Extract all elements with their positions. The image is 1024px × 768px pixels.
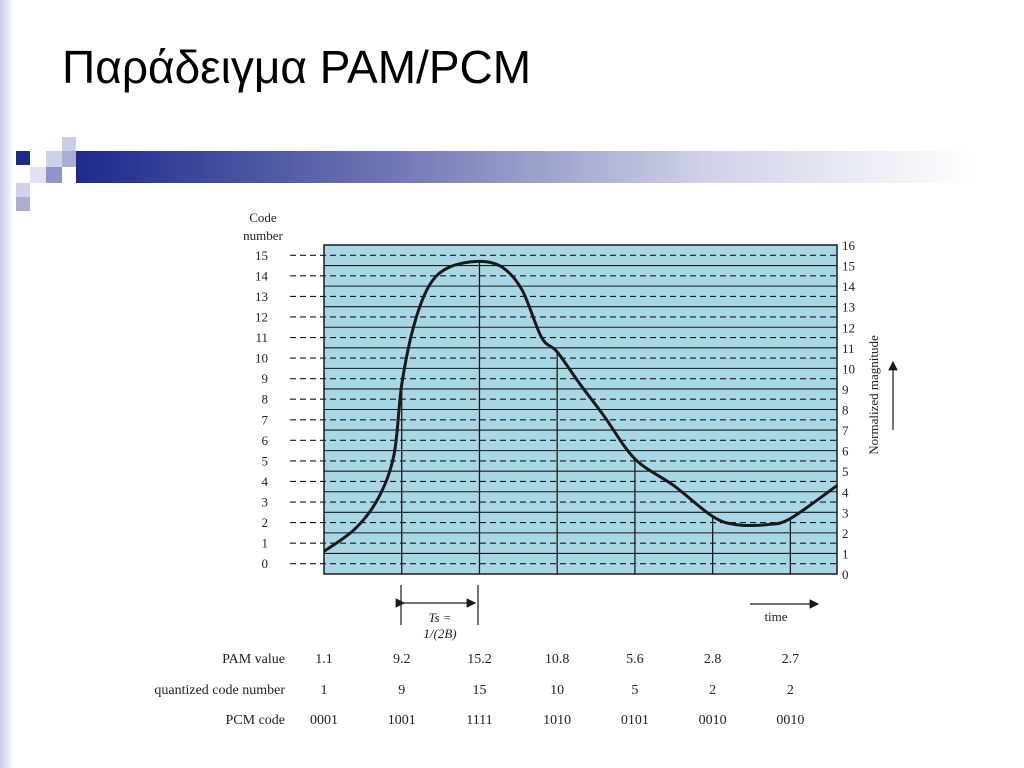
pam-value-cell: 9.2: [393, 652, 411, 667]
right-tick-label: 6: [842, 444, 849, 459]
right-tick-label: 3: [842, 505, 849, 520]
grid-lines: [290, 254, 837, 565]
code-number-cell: 9: [398, 683, 405, 698]
left-tick-label: 7: [262, 412, 269, 427]
right-tick-label: 2: [842, 526, 849, 541]
right-tick-label: 15: [842, 259, 855, 274]
pcm-code-cell: 1111: [466, 713, 492, 728]
left-tick-label: 9: [262, 371, 269, 386]
right-tick-label: 13: [842, 300, 855, 315]
left-tick-label: 5: [262, 453, 269, 468]
pcm-code-cell: 0010: [699, 713, 727, 728]
left-tick-label: 2: [262, 515, 269, 530]
left-decor-strip: [0, 0, 14, 768]
right-tick-label: 8: [842, 403, 849, 418]
pam-value-cell: 2.7: [782, 652, 800, 667]
pcm-code-cell: 0101: [621, 713, 649, 728]
left-tick-label: 13: [255, 289, 268, 304]
right-tick-label: 4: [842, 485, 849, 500]
table-row-label-pam: PAM value: [222, 652, 285, 667]
right-tick-label: 7: [842, 423, 849, 438]
deco-square: [46, 151, 62, 167]
pam-value-cell: 10.8: [545, 652, 570, 667]
left-axis-title-line2: number: [243, 228, 283, 243]
deco-square: [16, 183, 30, 197]
right-tick-label: 0: [842, 567, 849, 582]
pam-value-cell: 1.1: [315, 652, 333, 667]
deco-square: [16, 197, 30, 211]
left-tick-label: 12: [255, 309, 268, 324]
deco-square: [62, 137, 76, 151]
pcm-code-cell: 1010: [543, 713, 571, 728]
code-number-cell: 2: [787, 683, 794, 698]
left-tick-label: 10: [255, 351, 268, 366]
code-number-cell: 10: [550, 683, 564, 698]
right-tick-label: 14: [842, 279, 856, 294]
left-tick-label: 6: [262, 433, 269, 448]
code-number-cell: 15: [472, 683, 486, 698]
code-number-cell: 1: [321, 683, 328, 698]
code-number-cell: 5: [631, 683, 638, 698]
left-axis-title-line1: Code: [249, 210, 277, 225]
header-gradient-bar: [76, 151, 976, 183]
signal-curve: [323, 259, 838, 553]
time-label: time: [764, 609, 787, 624]
right-tick-label: 10: [842, 361, 855, 376]
pcm-code-cell: 0001: [310, 713, 338, 728]
code-number-cell: 2: [709, 683, 716, 698]
pam-value-cell: 15.2: [467, 652, 492, 667]
slide-title: Παράδειγμα PAM/PCM: [62, 41, 532, 93]
left-tick-label: 1: [262, 536, 269, 551]
right-axis-title: Normalized magnitude: [866, 335, 881, 455]
deco-square: [62, 151, 76, 167]
pcm-code-cell: 1001: [388, 713, 416, 728]
right-tick-label: 5: [842, 464, 849, 479]
left-tick-label: 14: [255, 268, 269, 283]
deco-square: [16, 151, 30, 165]
ts-label-line1: Ts =: [428, 610, 451, 625]
left-tick-label: 11: [255, 330, 268, 345]
left-tick-label: 8: [262, 392, 269, 407]
deco-square: [46, 167, 62, 183]
right-tick-label: 16: [842, 238, 856, 253]
pcm-code-cell: 0010: [776, 713, 804, 728]
left-tick-label: 0: [262, 556, 269, 571]
left-tick-label: 3: [262, 495, 269, 510]
header-decoration: [16, 137, 976, 211]
right-tick-label: 11: [842, 341, 855, 356]
table-row-label-code: quantized code number: [154, 683, 285, 698]
pam-value-cell: 2.8: [704, 652, 722, 667]
sample-lines: [401, 261, 792, 574]
ts-label-line2: 1/(2B): [423, 626, 456, 641]
pam-value-cell: 5.6: [626, 652, 644, 667]
right-tick-label: 1: [842, 546, 849, 561]
table-row-label-pcm: PCM code: [226, 713, 286, 728]
deco-square: [30, 167, 46, 183]
right-tick-label: 12: [842, 320, 855, 335]
left-tick-label: 15: [255, 248, 268, 263]
right-tick-label: 9: [842, 382, 849, 397]
left-tick-label: 4: [262, 474, 269, 489]
sample-table: 1.1 9.2 15.2 10.8 5.6 2.8 2.7 1 9 15 10 5 2 2 0001 1001…: [310, 652, 804, 728]
